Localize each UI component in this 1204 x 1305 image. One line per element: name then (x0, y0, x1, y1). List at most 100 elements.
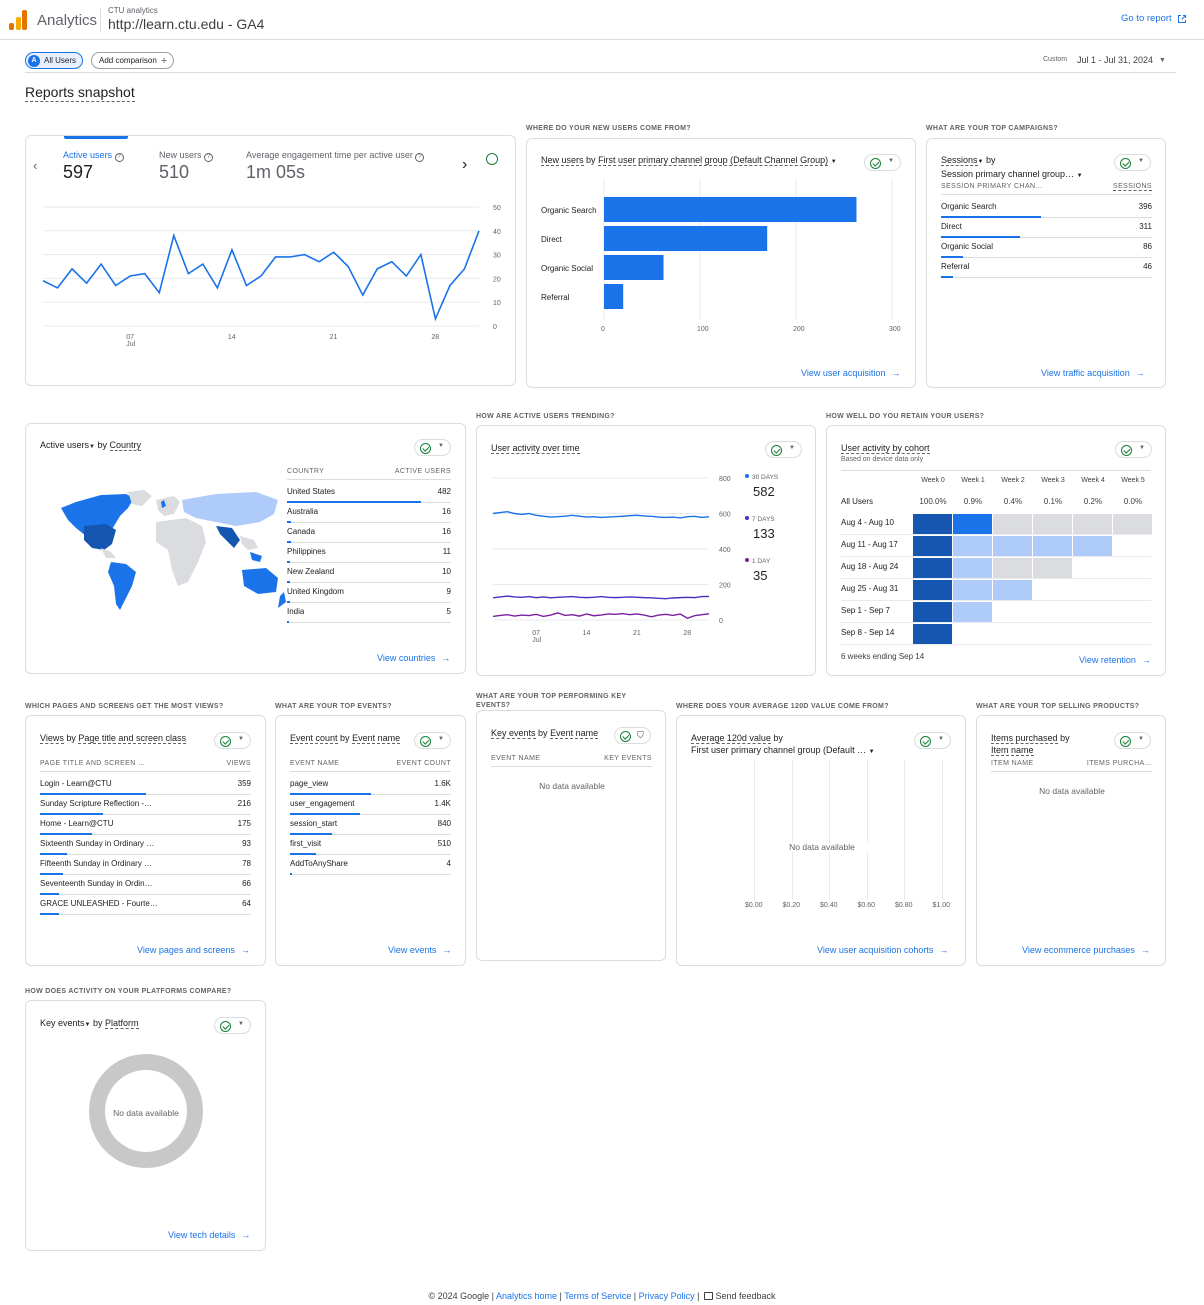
property-name[interactable]: http://learn.ctu.edu - GA4 (108, 16, 265, 32)
col-header[interactable]: PAGE TITLE AND SCREEN … (40, 760, 146, 767)
metric-selector[interactable]: Sessions (941, 155, 978, 166)
table-row[interactable]: Australia 16 (287, 503, 451, 523)
col-header[interactable]: VIEWS (226, 760, 251, 767)
table-row[interactable]: first_visit 510 (290, 835, 451, 855)
cohort-cell[interactable] (993, 558, 1032, 578)
table-row[interactable]: Home - Learn@CTU 175 (40, 815, 251, 835)
cohort-cell[interactable] (913, 580, 952, 600)
send-feedback-link[interactable]: Send feedback (715, 1291, 776, 1301)
col-header[interactable]: EVENT COUNT (396, 760, 451, 767)
metric-selector[interactable]: Event count (290, 733, 338, 744)
cohort-cell[interactable] (1033, 536, 1072, 556)
cohort-cell[interactable] (953, 580, 992, 600)
view-user-acquisition-cohorts-link[interactable]: View user acquisition cohorts → (817, 945, 948, 955)
table-row[interactable]: Direct 311 (941, 218, 1152, 238)
col-header[interactable]: ITEM NAME (991, 760, 1034, 767)
chevron-left-icon[interactable]: ‹ (33, 158, 38, 173)
cohort-cell[interactable] (1113, 514, 1152, 534)
view-events-link[interactable]: View events → (388, 945, 451, 955)
go-to-report-link[interactable]: Go to report (1121, 13, 1187, 24)
metric-selector[interactable]: Views (40, 733, 64, 744)
table-row[interactable]: Sunday Scripture Reflection -… 216 (40, 795, 251, 815)
compare-insight-button[interactable]: ▼ (765, 441, 802, 458)
analytics-home-link[interactable]: Analytics home (496, 1291, 558, 1301)
view-retention-link[interactable]: View retention → (1079, 655, 1151, 665)
table-row[interactable]: Referral 46 (941, 258, 1152, 278)
table-row[interactable]: AddToAnyShare 4 (290, 855, 451, 875)
terms-link[interactable]: Terms of Service (564, 1291, 632, 1301)
table-row[interactable]: Philippines 11 (287, 543, 451, 563)
metric-selector[interactable]: Average 120d value (691, 733, 771, 744)
privacy-link[interactable]: Privacy Policy (638, 1291, 695, 1301)
cohort-cell[interactable] (913, 602, 952, 622)
compare-insight-button[interactable]: ▼ (914, 732, 951, 749)
dimension-selector[interactable]: Platform (105, 1018, 139, 1029)
metric-selector[interactable]: Active users (40, 440, 90, 450)
dimension-selector[interactable]: Country (109, 440, 142, 451)
cohort-cell[interactable] (993, 514, 1032, 534)
table-row[interactable]: Fifteenth Sunday in Ordinary … 78 (40, 855, 251, 875)
caret-down-icon[interactable]: ▼ (868, 749, 875, 755)
table-row[interactable]: session_start 840 (290, 815, 451, 835)
cohort-cell[interactable] (1073, 536, 1112, 556)
table-row[interactable]: Organic Social 86 (941, 238, 1152, 258)
table-row[interactable]: page_view 1.6K (290, 775, 451, 795)
cohort-cell[interactable] (1033, 514, 1072, 534)
view-ecommerce-purchases-link[interactable]: View ecommerce purchases → (1022, 945, 1150, 955)
view-user-acquisition-link[interactable]: View user acquisition → (801, 368, 900, 378)
cohort-cell[interactable] (913, 558, 952, 578)
cohort-cell[interactable] (953, 536, 992, 556)
table-row[interactable]: Canada 16 (287, 523, 451, 543)
dimension-selector[interactable]: Event name (352, 733, 401, 744)
view-pages-link[interactable]: View pages and screens → (137, 945, 250, 955)
cohort-cell[interactable] (913, 624, 952, 644)
table-row[interactable]: user_engagement 1.4K (290, 795, 451, 815)
view-tech-details-link[interactable]: View tech details → (168, 1230, 250, 1240)
table-row[interactable]: India 5 (287, 603, 451, 623)
date-range-dropdown-icon[interactable]: ▼ (1159, 57, 1166, 64)
compare-insight-button[interactable]: ▼ (864, 154, 901, 171)
kpi-tab-engagement-time[interactable]: Average engagement time per active user … (246, 150, 425, 162)
cohort-cell[interactable] (993, 580, 1032, 600)
compare-insight-button[interactable]: ▼ (1114, 154, 1151, 171)
caret-down-icon[interactable]: ▼ (1076, 173, 1083, 179)
help-icon[interactable]: ? (114, 153, 124, 162)
caret-down-icon[interactable]: ▼ (84, 1022, 91, 1028)
view-traffic-acquisition-link[interactable]: View traffic acquisition → (1041, 368, 1145, 378)
help-icon[interactable]: ? (204, 153, 214, 162)
dimension-selector[interactable]: Session primary channel group… (941, 169, 1075, 179)
compare-insight-button[interactable]: ▼ (214, 732, 251, 749)
metric-selector[interactable]: Key events (40, 1018, 85, 1028)
compare-insight-button[interactable]: ▼ (414, 439, 451, 456)
insight-check-icon[interactable] (486, 153, 498, 165)
help-icon[interactable]: ? (415, 153, 425, 162)
metric-selector[interactable]: Key events (491, 728, 536, 739)
view-countries-link[interactable]: View countries → (377, 653, 450, 663)
cohort-cell[interactable] (913, 514, 952, 534)
col-header[interactable]: SESSIONS (1113, 183, 1152, 191)
cohort-cell[interactable] (953, 558, 992, 578)
table-row[interactable]: Organic Search 396 (941, 198, 1152, 218)
add-comparison-button[interactable]: Add comparison + (91, 52, 175, 69)
caret-down-icon[interactable]: ▼ (89, 444, 95, 450)
user-activity-title[interactable]: User activity over time (491, 443, 580, 454)
cohort-title[interactable]: User activity by cohort (841, 443, 930, 454)
cohort-cell[interactable] (1033, 558, 1072, 578)
metric-selector[interactable]: Items purchased (991, 733, 1058, 744)
cohort-cell[interactable] (953, 602, 992, 622)
col-header[interactable]: ITEMS PURCHA… (1086, 760, 1152, 767)
segment-all-users-chip[interactable]: A All Users (25, 52, 84, 69)
dimension-selector[interactable]: Page title and screen class (78, 733, 186, 744)
dimension-selector[interactable]: First user primary channel group (Defaul… (598, 155, 829, 166)
table-row[interactable]: United States 482 (287, 483, 451, 503)
kpi-tab-new-users[interactable]: New users ? (159, 150, 214, 162)
dimension-selector[interactable]: Event name (550, 728, 599, 739)
dimension-selector[interactable]: Item name (991, 745, 1034, 756)
compare-insight-button[interactable]: ⛉ (614, 727, 651, 744)
cohort-cell[interactable] (913, 536, 952, 556)
cohort-cell[interactable] (953, 514, 992, 534)
compare-insight-button[interactable]: ▼ (414, 732, 451, 749)
table-row[interactable]: Sixteenth Sunday in Ordinary … 93 (40, 835, 251, 855)
cohort-cell[interactable] (1073, 514, 1112, 534)
analytics-logo[interactable] (9, 10, 27, 30)
